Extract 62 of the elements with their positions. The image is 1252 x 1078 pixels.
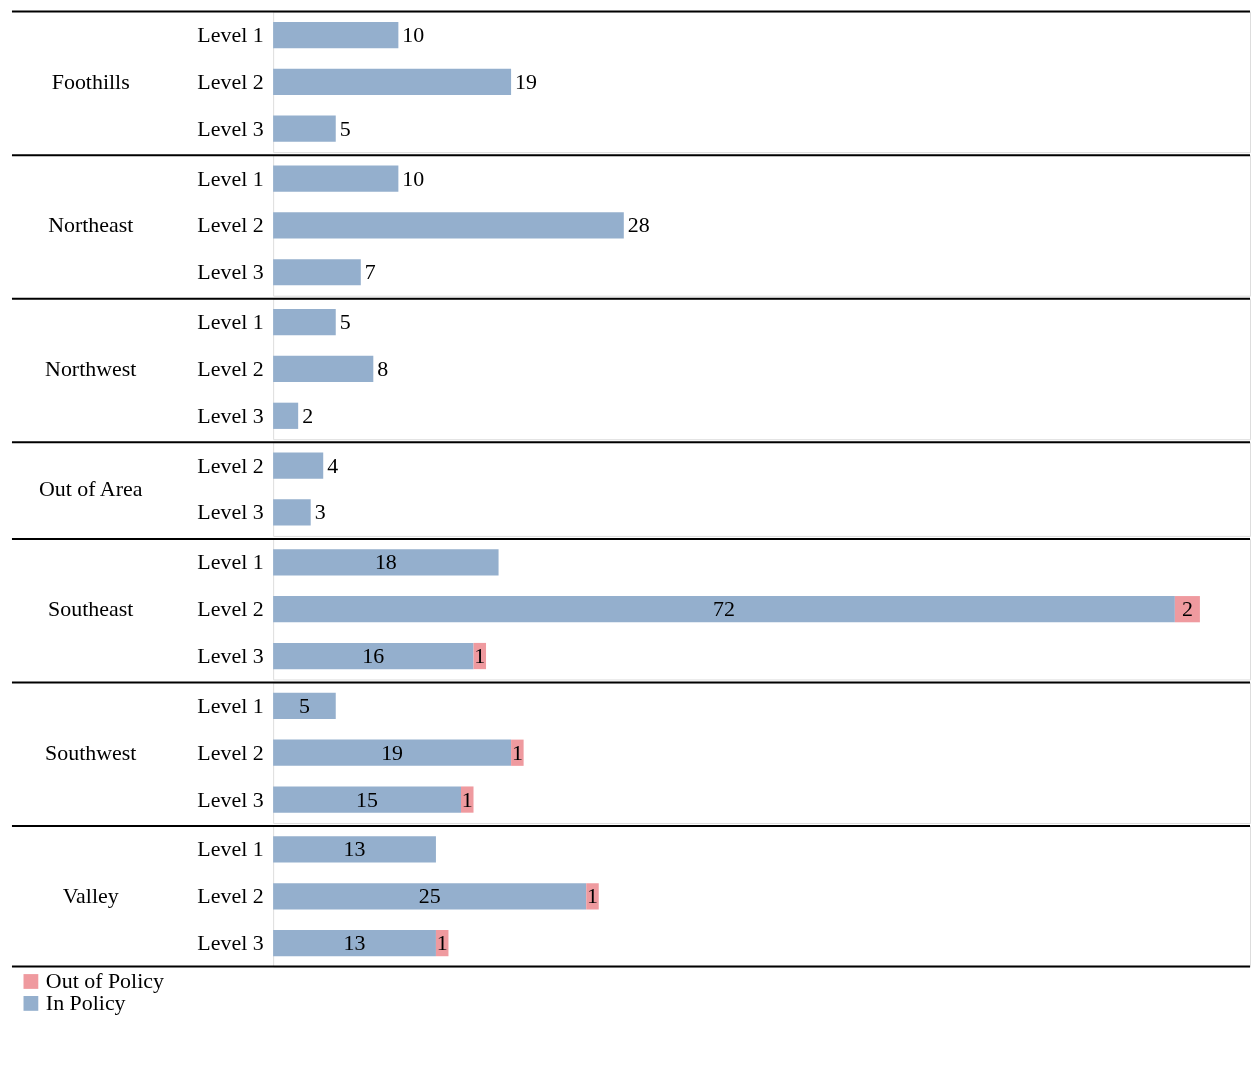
y-tick-label: Level 3 [197,402,264,428]
y-tick-label: Level 2 [197,355,264,381]
data-label: 18 [374,549,397,575]
y-tick-label: Level 2 [197,596,264,622]
y-tick-label: Level 2 [197,739,264,765]
y-tick-label: Level 2 [197,452,264,478]
bar [273,929,436,957]
text: Out of Area [39,476,143,502]
y-tick-label: Level 1 [197,836,264,862]
text: Valley [62,883,119,909]
y-tick-label: Level 3 [197,930,264,956]
data-label: 1 [474,643,486,669]
data-label: 1 [511,739,523,765]
data-label: 5 [339,309,351,335]
text: Southwest [45,739,137,765]
y-tick-label: Level 1 [197,692,264,718]
data-label: 8 [377,355,389,381]
data-label: 13 [343,930,366,956]
data-label: 1 [587,883,598,909]
data-label: 5 [298,692,310,718]
data-label: 2 [302,402,314,428]
data-label: 2 [1181,596,1193,622]
y-tick-label: Level 3 [197,499,264,525]
data-label: 1 [461,786,473,812]
y-tick-label: Level 2 [197,212,264,238]
y-tick-label: Level 1 [197,549,264,575]
y-tick-label: Level 2 [197,68,264,94]
text: Foothills [51,68,130,94]
data-label: 72 [713,596,735,622]
bar [273,883,587,910]
y-tick-label: Level 1 [197,309,264,335]
data-label: 25 [418,883,441,909]
data-label: 19 [381,739,404,765]
bar [273,739,512,766]
text: Northwest [45,355,137,381]
data-label: 4 [327,452,339,478]
data-label: 3 [314,499,326,525]
y-tick-label: Level 1 [197,21,264,47]
data-label: 13 [343,836,366,862]
data-label: 7 [364,259,376,285]
data-label: 19 [515,68,538,94]
data-label: 5 [339,115,351,141]
data-label: 10 [402,21,425,47]
data-label: 10 [402,165,425,191]
bar [273,596,1175,623]
y-tick-label: Level 3 [197,115,264,141]
bar [273,786,461,813]
bar [273,642,474,670]
data-label: 15 [356,786,379,812]
y-tick-label: Level 3 [197,259,264,285]
data-label: 1 [436,930,448,956]
data-label: 16 [362,643,385,669]
bar [273,549,499,576]
bar [273,836,436,863]
text: Northeast [48,212,134,238]
text: Southeast [48,596,134,622]
bar [273,692,336,719]
y-tick-label: Level 1 [197,165,264,191]
y-tick-label: Level 2 [197,883,264,909]
y-tick-label: Level 3 [197,643,264,669]
data-label: 28 [627,212,650,238]
y-tick-label: Level 3 [197,786,264,812]
